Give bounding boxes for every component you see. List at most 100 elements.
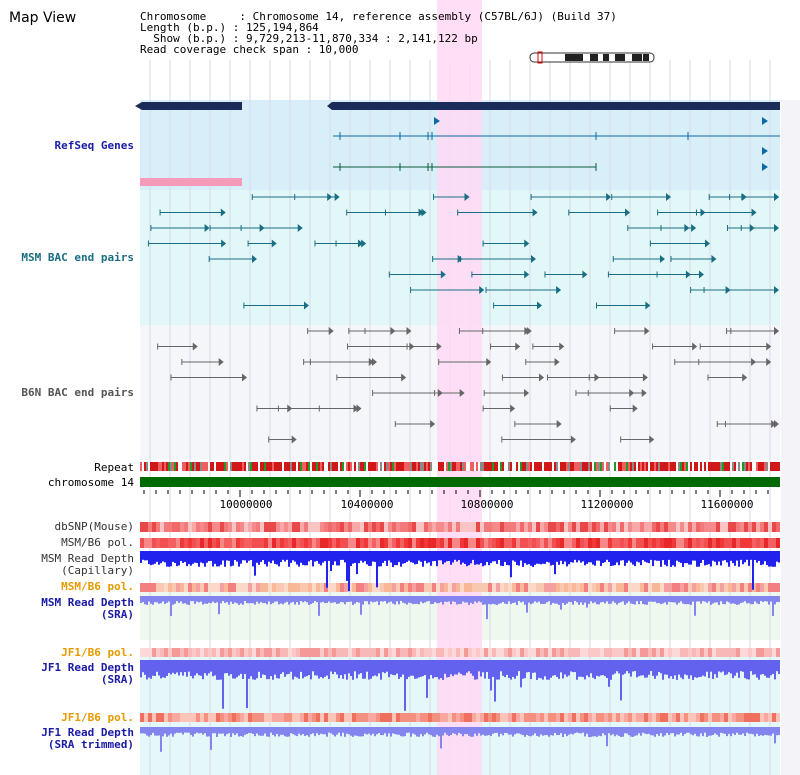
b6n-bac-pair-arrow [632,404,638,413]
track-label-msm-bac[interactable]: MSM BAC end pairs [21,251,134,264]
read-depth-bar [432,551,434,562]
heatmap-cell [208,713,212,722]
read-depth-bar [728,596,730,603]
track-label-repeat[interactable]: Repeat [94,461,134,474]
read-depth-bar [606,596,608,602]
msm-bac-pair-arrow [537,301,543,310]
read-depth-bar [204,596,206,604]
heatmap-cell [772,713,776,722]
read-depth-bar [770,727,772,736]
read-depth-bar [302,660,304,679]
heatmap-cell [320,583,324,592]
read-depth-bar [674,596,676,603]
read-depth-bar [486,551,488,562]
heatmap-cell [656,648,660,657]
repeat-segment [540,462,542,471]
read-depth-bar [480,551,482,564]
heatmap-cell [360,713,364,722]
track-label-jf1-read-depth-sra[interactable]: JF1 Read Depth [41,661,134,674]
heatmap-cell [372,648,376,657]
read-depth-bar [476,727,478,736]
read-depth-bar [776,596,778,603]
read-depth-bar [696,727,698,737]
track-label-jf1-read-depth-trimmed[interactable]: JF1 Read Depth [41,726,134,739]
read-depth-bar [602,596,604,602]
track-label-msm-b6-pol[interactable]: MSM/B6 pol. [61,536,134,549]
heatmap-cell [316,648,320,657]
read-depth-bar [338,660,340,679]
read-depth-bar [488,596,490,605]
track-label-jf1-b6-pol-2[interactable]: JF1/B6 pol. [61,711,134,724]
track-label-b6n-bac[interactable]: B6N BAC end pairs [21,386,134,399]
read-depth-bar [304,727,306,737]
repeat-segment [352,462,354,471]
heatmap-cell [496,522,500,532]
read-depth-bar [646,660,648,678]
read-depth-bar [346,551,348,581]
read-depth-bar [674,551,676,567]
heatmap-cell [656,583,660,592]
repeat-segment [206,462,208,471]
read-depth-bar [528,727,530,736]
read-depth-bar [178,660,180,676]
read-depth-bar [294,551,296,562]
repeat-segment [778,462,780,471]
track-label-msm-b6-pol-2[interactable]: MSM/B6 pol. [61,580,134,593]
repeat-segment [152,462,154,471]
read-depth-bar [158,551,160,565]
heatmap-cell [596,648,600,657]
read-depth-bar [726,727,728,737]
track-label-jf1-b6-pol[interactable]: JF1/B6 pol. [61,646,134,659]
read-depth-bar [462,660,464,676]
read-depth-bar [724,660,726,676]
read-depth-bar [406,727,408,733]
read-depth-bar [442,660,444,680]
heatmap-cell [416,522,420,532]
heatmap-cell [360,648,364,657]
read-depth-bar [184,596,186,604]
read-depth-bar [490,596,492,605]
heatmap-cell [200,583,204,592]
heatmap-cell [484,583,488,592]
read-depth-bar [734,660,736,676]
heatmap-cell [512,538,516,548]
read-depth-bar [142,551,144,560]
repeat-segment [568,462,570,471]
track-label-dbsnp[interactable]: dbSNP(Mouse) [54,520,134,533]
read-depth-bar [412,551,414,563]
read-depth-bar [256,660,258,679]
read-depth-bar [604,727,606,736]
read-depth-bar [376,727,378,735]
heatmap-cell [496,583,500,592]
read-depth-bar [680,727,682,733]
read-depth-bar [648,727,650,734]
read-depth-bar [656,660,658,676]
track-label-msm-read-depth-capillary[interactable]: MSM Read Depth [41,552,134,565]
track-label-msm-read-depth-sra[interactable]: MSM Read Depth [41,596,134,609]
heatmap-cell [716,522,720,532]
track-label-refseq-genes[interactable]: RefSeq Genes [54,139,134,152]
read-depth-bar [282,727,284,735]
b6n-bac-pair-arrow [287,404,293,413]
read-depth-bar [744,551,746,563]
read-depth-bar [178,727,180,733]
heatmap-cell [392,648,396,657]
read-depth-bar [526,727,528,735]
read-depth-bar [312,660,314,672]
read-depth-bar [578,727,580,734]
heatmap-cell [728,583,732,592]
heatmap-cell [512,522,516,532]
heatmap-cell [284,583,288,592]
heatmap-cell [596,713,600,722]
read-depth-bar [768,551,770,567]
read-depth-bar [182,660,184,676]
read-depth-bar [640,660,642,676]
heatmap-cell [652,713,656,722]
heatmap-cell [292,538,296,548]
read-depth-bar [384,551,386,561]
read-depth-bar [578,596,580,605]
track-label-chromosome[interactable]: chromosome 14 [47,476,134,489]
heatmap-cell [156,713,160,722]
heatmap-cell [304,648,308,657]
